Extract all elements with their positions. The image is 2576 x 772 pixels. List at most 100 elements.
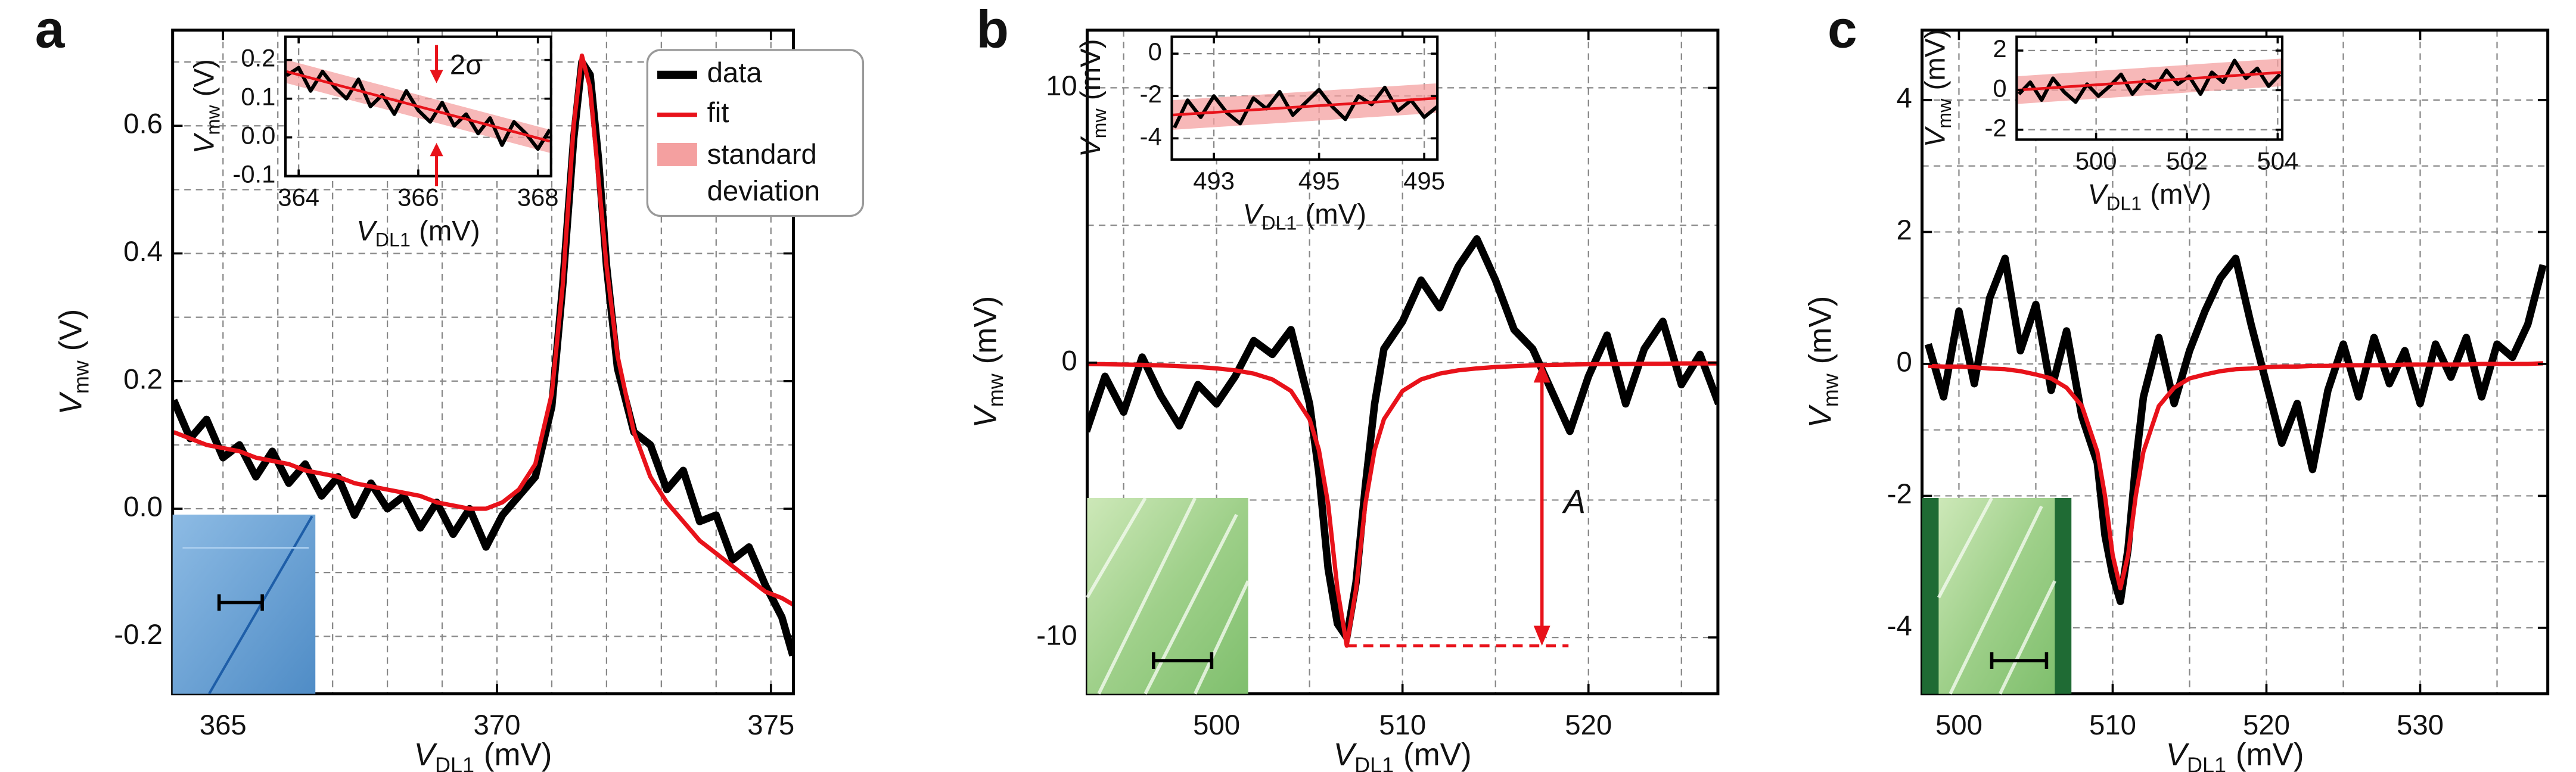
x-tick-label: 365 bbox=[200, 709, 247, 741]
axis-label: VDL1 (mV) bbox=[414, 737, 552, 772]
y-tick-label: 0 bbox=[1896, 346, 1912, 378]
y-tick-label: 0.6 bbox=[123, 108, 163, 140]
data-line bbox=[1173, 85, 1438, 129]
x-tick-label: 495 bbox=[1298, 167, 1340, 195]
axis-label-unit: (V) bbox=[188, 59, 220, 96]
axis-label-unit: (mV) bbox=[968, 296, 1003, 365]
panel-label: a bbox=[35, 0, 66, 59]
x-tick-label: 368 bbox=[517, 183, 559, 211]
fit-line bbox=[286, 70, 551, 143]
plot-frame bbox=[2015, 35, 2284, 141]
axis-label-subscript: mw bbox=[1933, 98, 1954, 129]
axis-label-unit: (mV) bbox=[2150, 179, 2211, 210]
x-tick-label: 370 bbox=[474, 709, 521, 741]
axis-label-subscript: DL1 bbox=[375, 229, 411, 250]
legend: data fit standard deviation bbox=[646, 49, 865, 217]
y-tick-label: -0.1 bbox=[232, 160, 275, 188]
y-tick-label: -2 bbox=[1887, 478, 1912, 510]
axis-label: VDL1 (mV) bbox=[356, 215, 480, 250]
plot-frame bbox=[1170, 35, 1439, 161]
axis-label-subscript: mw bbox=[69, 360, 93, 394]
x-tick-label: 366 bbox=[397, 183, 439, 211]
data-line bbox=[172, 58, 794, 657]
axis-label-symbol: V bbox=[2166, 737, 2190, 772]
x-tick-label: 500 bbox=[2075, 147, 2117, 175]
x-tick-label: 500 bbox=[1193, 709, 1240, 741]
axis-label: VDL1 (mV) bbox=[2166, 737, 2304, 772]
data-line bbox=[1087, 235, 1718, 642]
x-tick-label: 530 bbox=[2397, 709, 2444, 741]
x-tick-label: 520 bbox=[1565, 709, 1612, 741]
axis-label: Vmw (mV) bbox=[1919, 29, 1954, 147]
plot-frame bbox=[171, 29, 795, 696]
x-tick-label: 510 bbox=[2089, 709, 2136, 741]
plot-frame bbox=[1921, 29, 2550, 696]
axis-label-subscript: mw bbox=[1089, 108, 1110, 139]
x-tick-label: 500 bbox=[1935, 709, 1983, 741]
axis-label: Vmw (V) bbox=[54, 309, 93, 415]
axis-label-subscript: DL1 bbox=[1354, 752, 1394, 772]
axis-label-symbol: V bbox=[1074, 136, 1106, 157]
axis-label-symbol: V bbox=[968, 404, 1003, 428]
scale-bar bbox=[1152, 652, 1214, 669]
axis-label-subscript: mw bbox=[1818, 373, 1842, 407]
axis-label-unit: (mV) bbox=[1919, 29, 1951, 91]
axis-label-unit: (mV) bbox=[1403, 737, 1472, 772]
x-tick-label: 495 bbox=[1403, 167, 1445, 195]
axis-label-subscript: DL1 bbox=[2187, 752, 2226, 772]
axis-label: Vmw (mV) bbox=[968, 296, 1007, 428]
axis-label: VDL1 (mV) bbox=[2087, 179, 2211, 214]
y-tick-label: 2 bbox=[1993, 35, 2006, 63]
y-tick-label: 0.0 bbox=[123, 491, 163, 523]
arrow-head bbox=[430, 142, 443, 157]
arrow-head bbox=[1533, 362, 1550, 383]
annotation: A bbox=[1562, 483, 1586, 520]
x-tick-label: 364 bbox=[278, 183, 319, 211]
axis-label-symbol: V bbox=[356, 215, 378, 247]
axis-label: Vmw (mV) bbox=[1803, 296, 1842, 428]
microscope-images bbox=[172, 497, 2072, 695]
scale-bar bbox=[1990, 652, 2049, 669]
y-tick-label: -2 bbox=[1140, 80, 1162, 108]
fit-line bbox=[2016, 71, 2282, 92]
legend-label: data bbox=[707, 57, 763, 89]
x-tick-label: 520 bbox=[2243, 709, 2290, 741]
fit-line bbox=[173, 53, 794, 606]
data-line bbox=[1924, 254, 2547, 605]
x-tick-label: 502 bbox=[2166, 147, 2208, 175]
axis-label-symbol: V bbox=[2087, 179, 2109, 210]
y-tick-label: 10 bbox=[1046, 70, 1077, 102]
axis-label-unit: (mV) bbox=[2236, 737, 2304, 772]
axis-label: VDL1 (mV) bbox=[1334, 737, 1472, 772]
axis-label-unit: (mV) bbox=[484, 737, 552, 772]
y-tick-label: 0.2 bbox=[123, 363, 163, 395]
y-tick-label: 0.4 bbox=[123, 236, 163, 267]
y-tick-label: -0.2 bbox=[114, 619, 163, 650]
y-tick-label: -4 bbox=[1887, 610, 1912, 642]
arrow-head bbox=[1533, 625, 1550, 646]
axis-label: VDL1 (mV) bbox=[1243, 198, 1366, 234]
fit-line bbox=[1928, 361, 2544, 591]
axis-label-unit: (mV) bbox=[1305, 198, 1366, 230]
axis-label-symbol: V bbox=[1243, 198, 1264, 230]
data-line bbox=[2017, 58, 2282, 104]
y-tick-label: -10 bbox=[1036, 620, 1077, 652]
x-tick-label: 504 bbox=[2257, 147, 2299, 175]
y-tick-label: 0.2 bbox=[241, 44, 275, 72]
axis-label-subscript: DL1 bbox=[1261, 212, 1297, 234]
axis-label-symbol: V bbox=[1803, 404, 1838, 428]
axis-label-subscript: DL1 bbox=[435, 752, 474, 772]
legend-swatch bbox=[657, 142, 697, 166]
fit-line bbox=[1172, 96, 1438, 117]
axis-label-subscript: mw bbox=[202, 105, 223, 135]
panel-label: c bbox=[1828, 0, 1857, 59]
axis-label-unit: (V) bbox=[54, 309, 89, 351]
x-tick-label: 375 bbox=[747, 709, 794, 741]
micrograph-streaks bbox=[1937, 497, 2056, 695]
axis-label-unit: (mV) bbox=[419, 215, 480, 247]
y-tick-label: -2 bbox=[1984, 114, 2006, 142]
